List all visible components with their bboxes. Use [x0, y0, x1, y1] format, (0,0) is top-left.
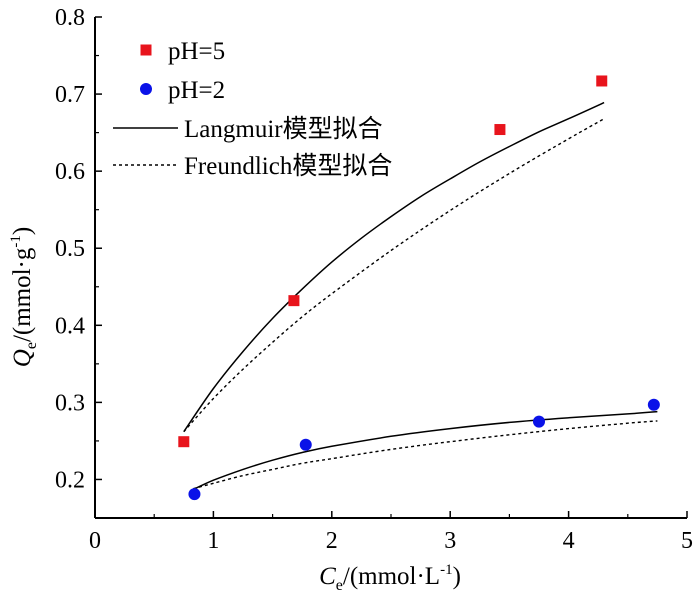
legend-square-marker — [140, 44, 152, 56]
langmuir-fit-curve — [192, 410, 658, 491]
legend-label: pH=5 — [168, 38, 225, 65]
y-tick-label: 0.7 — [55, 82, 85, 108]
legend-label: Langmuir模型拟合 — [184, 115, 383, 143]
y-tick-label: 0.4 — [55, 313, 85, 339]
data-points — [178, 75, 660, 501]
legend-label: Freundlich模型拟合 — [184, 152, 392, 180]
axes: 0 1 2 3 4 5 0.2 0.3 0.4 0.5 0.6 0.7 0.8 — [55, 5, 693, 554]
ph2-data-point — [647, 398, 660, 411]
y-tick-label: 0.5 — [55, 236, 85, 262]
y-tick-label: 0.3 — [55, 390, 85, 416]
x-tick-label: 0 — [89, 528, 101, 554]
y-axis-label: Qe/(mmol·g-1) — [8, 227, 40, 367]
x-tick-label: 4 — [563, 528, 575, 554]
x-axis-label: Ce/(mmol·L-1) — [319, 562, 461, 594]
legend-label: pH=2 — [168, 77, 225, 104]
y-tick-label: 0.2 — [55, 467, 85, 493]
freundlich-fit-curve — [193, 420, 658, 490]
fit-curves — [183, 101, 658, 491]
freundlich-fit-curve — [183, 118, 605, 433]
x-tick-label: 1 — [207, 528, 219, 554]
legend: pH=5 pH=2 Langmuir模型拟合 Freundlich模型拟合 — [113, 38, 392, 180]
ph2-data-point — [533, 415, 545, 428]
ph5-data-point — [494, 124, 506, 136]
legend-circle-marker — [140, 83, 152, 95]
ph5-data-point — [178, 436, 190, 448]
ph2-data-point — [188, 488, 201, 501]
langmuir-fit-curve — [183, 101, 605, 433]
y-tick-label: 0.8 — [55, 5, 85, 31]
ph2-data-point — [299, 438, 312, 451]
ph5-data-point — [596, 75, 608, 87]
x-tick-label: 5 — [681, 528, 693, 554]
x-tick-label: 3 — [444, 528, 456, 554]
x-tick-label: 2 — [326, 528, 338, 554]
ph5-data-point — [288, 295, 300, 307]
y-tick-label: 0.6 — [55, 159, 85, 185]
